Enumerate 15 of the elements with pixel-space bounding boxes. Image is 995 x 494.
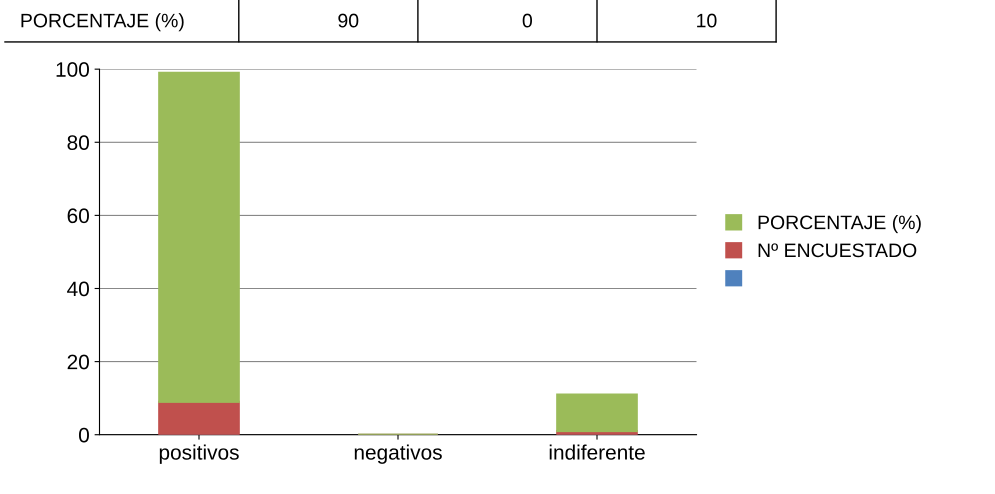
x-tick-label: negativos (354, 444, 442, 464)
y-tick-label: 100 (56, 62, 89, 77)
y-tick-label: 0 (79, 428, 89, 442)
y-tick-label: 40 (67, 281, 89, 296)
y-tick-label: 80 (68, 135, 89, 150)
text: 0 (522, 14, 532, 28)
text: 10 (697, 14, 717, 28)
x-tick-label: indiferente (550, 444, 645, 460)
y-tick-label: 60 (68, 208, 89, 224)
x-tick-label: positivos (160, 444, 239, 464)
y-tick-label: 20 (68, 354, 89, 370)
text: 90 (338, 14, 358, 28)
legend-label: Nº ENCUESTADO (758, 243, 916, 258)
legend-label: PORCENTAJE (%) (758, 214, 921, 234)
text: PORCENTAJE (%) (21, 13, 184, 32)
